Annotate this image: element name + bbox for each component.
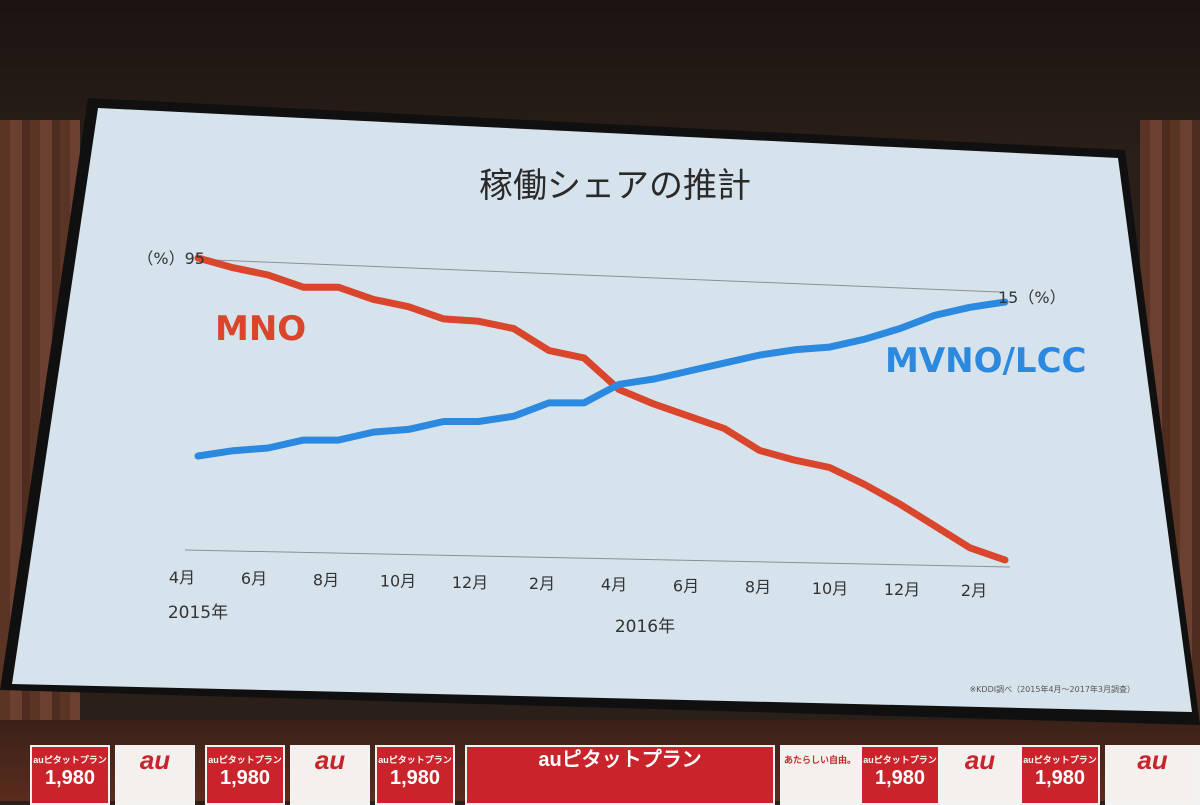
banner-plan-1: auピタットプラン 1,980	[30, 745, 110, 805]
mvno-end-label: 15（%）	[998, 288, 1066, 307]
footnote: ※KDDI調べ（2015年4月～2017年3月調査）	[969, 684, 1135, 694]
banner-brand-3: あたらしい自由。	[780, 745, 860, 805]
x-tick-label: 2月	[529, 574, 555, 593]
banner-brand: au	[1137, 745, 1168, 775]
banner-brand-4: au	[940, 745, 1020, 805]
x-tick-label: 10月	[812, 579, 848, 598]
banner-plan-name: auピタットプラン	[208, 755, 282, 765]
x-tick-layer: 4月 6月 8月 10月 12月 2月 4月 6月 8月 10月 12月 2月	[169, 568, 987, 600]
banner-price: 1,980	[44, 767, 96, 789]
banner-brand: au	[314, 745, 346, 775]
banner-plan-3: auピタットプラン 1,980	[375, 745, 455, 805]
banner-plan-name: auピタットプラン	[1023, 755, 1097, 765]
banner-center: auピタットプラン	[465, 745, 775, 805]
x-tick-label: 12月	[884, 580, 920, 599]
x-tick-label: 8月	[745, 578, 771, 597]
top-guide-line	[214, 259, 1001, 293]
slide-title: 稼働シェアの推計	[479, 166, 751, 206]
banner-plan-name: auピタットプラン	[378, 755, 452, 765]
x-tick-label: 2月	[961, 581, 987, 600]
series-label-mno: MNO	[215, 309, 306, 349]
x-tick-label: 4月	[169, 568, 195, 587]
year-label-2016: 2016年	[615, 617, 675, 637]
x-tick-label: 8月	[313, 570, 339, 589]
banner-plan-name: auピタットプラン	[538, 749, 702, 771]
series-label-mvno: MVNO/LCC	[885, 341, 1087, 381]
banner-tagline: あたらしい自由。	[783, 755, 856, 765]
series-line-mno	[194, 254, 1009, 564]
banner-brand: au	[139, 745, 171, 775]
series-layer	[194, 254, 1009, 564]
x-tick-label: 12月	[452, 573, 488, 592]
banner-brand: au	[964, 745, 996, 775]
banner-brand-5: au	[1105, 745, 1200, 805]
banner-brand-1: au	[115, 745, 195, 805]
banner-plan-name: auピタットプラン	[33, 755, 107, 765]
banner-price: 1,980	[1034, 767, 1086, 789]
banner-price: 1,980	[389, 767, 441, 789]
banner-plan-name: auピタットプラン	[863, 755, 937, 765]
series-line-mvno-lcc	[194, 298, 1009, 460]
banner-plan-2: auピタットプラン 1,980	[205, 745, 285, 805]
x-tick-label: 4月	[601, 575, 627, 594]
banner-brand-2: au	[290, 745, 370, 805]
banner-price: 1,980	[874, 767, 926, 789]
banner-plan-4: auピタットプラン 1,980	[860, 745, 940, 805]
x-tick-label: 10月	[380, 572, 416, 591]
x-tick-label: 6月	[241, 569, 267, 588]
banner-plan-5: auピタットプラン 1,980	[1020, 745, 1100, 805]
baseline-axis	[184, 549, 1011, 568]
slide-surface	[12, 108, 1192, 712]
banner-price: 1,980	[219, 767, 271, 789]
mno-start-label: （%）95	[137, 249, 205, 268]
x-tick-label: 6月	[673, 576, 699, 595]
year-label-2015: 2015年	[168, 603, 228, 623]
